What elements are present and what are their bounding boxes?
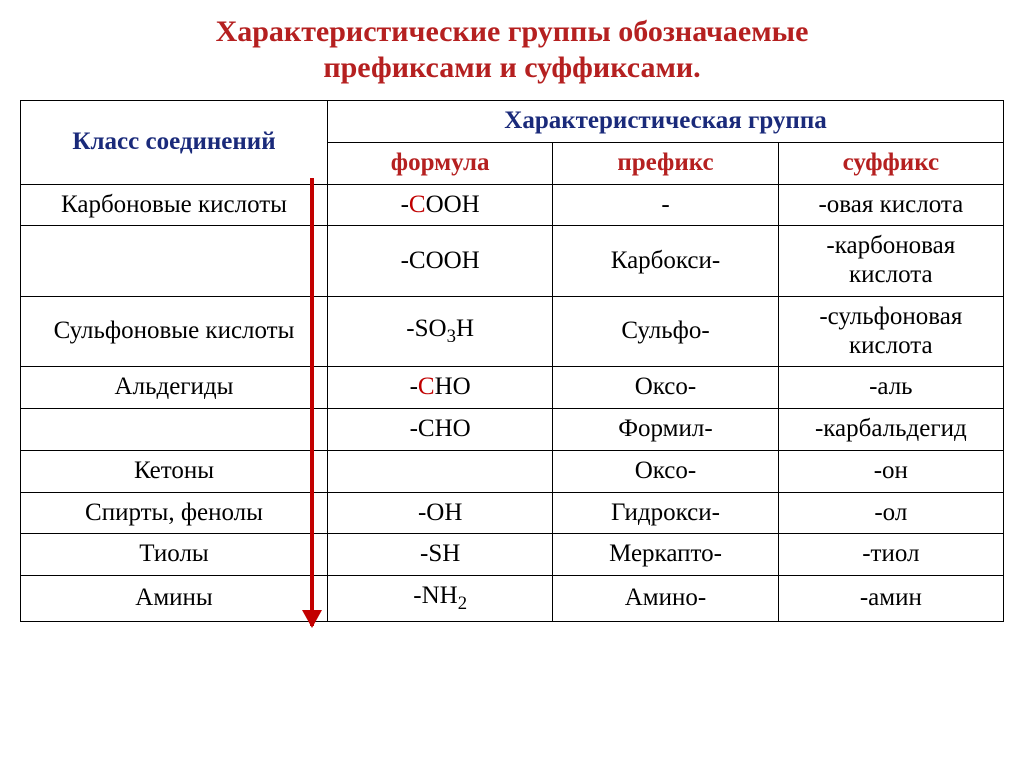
table-wrapper: Класс соединений Характеристическая груп… [20,100,1004,622]
table-row: Карбоновые кислоты -СООН - -овая кислота [21,184,1004,226]
cell-suffix: -карбоновая кислота [778,226,1003,297]
cell-prefix: Оксо- [553,450,778,492]
cell-class [21,409,328,451]
title-line-2: префиксами и суффиксами. [323,51,700,84]
table-row: Тиолы -SH Меркапто- -тиол [21,534,1004,576]
table-row: -СНО Формил- -карбальдегид [21,409,1004,451]
cell-formula: -SH [328,534,553,576]
cell-prefix: Амино- [553,576,778,622]
cell-formula: -СНО [328,409,553,451]
table-row: Спирты, фенолы -ОН Гидрокси- -ол [21,492,1004,534]
cell-class: Карбоновые кислоты [21,184,328,226]
cell-suffix: -карбальдегид [778,409,1003,451]
cell-formula: -СООН [328,184,553,226]
cell-formula: -ОН [328,492,553,534]
cell-class: Амины [21,576,328,622]
cell-prefix: Меркапто- [553,534,778,576]
functional-groups-table: Класс соединений Характеристическая груп… [20,100,1004,622]
cell-prefix: - [553,184,778,226]
cell-class [21,226,328,297]
header-suffix: суффикс [778,142,1003,184]
cell-formula: -СООН [328,226,553,297]
cell-prefix: Сульфо- [553,296,778,367]
cell-prefix: Гидрокси- [553,492,778,534]
table-row: Сульфоновые кислоты -SO3H Сульфо- -сульф… [21,296,1004,367]
cell-prefix: Формил- [553,409,778,451]
cell-suffix: -овая кислота [778,184,1003,226]
cell-prefix: Карбокси- [553,226,778,297]
cell-prefix: Оксо- [553,367,778,409]
cell-formula: -СНО [328,367,553,409]
header-formula: формула [328,142,553,184]
header-group: Характеристическая группа [328,101,1004,143]
table-row: -СООН Карбокси- -карбоновая кислота [21,226,1004,297]
header-prefix: префикс [553,142,778,184]
cell-class: Тиолы [21,534,328,576]
cell-class: Кетоны [21,450,328,492]
priority-arrow [310,178,314,626]
cell-formula: -NH2 [328,576,553,622]
table-row: Амины -NH2 Амино- -амин [21,576,1004,622]
page-title: Характеристические группы обозначаемые п… [20,14,1004,86]
cell-suffix: -тиол [778,534,1003,576]
cell-suffix: -аль [778,367,1003,409]
header-class: Класс соединений [21,101,328,185]
cell-suffix: -он [778,450,1003,492]
cell-class: Сульфоновые кислоты [21,296,328,367]
cell-class: Спирты, фенолы [21,492,328,534]
cell-class: Альдегиды [21,367,328,409]
header-row-1: Класс соединений Характеристическая груп… [21,101,1004,143]
table-row: Кетоны Оксо- -он [21,450,1004,492]
cell-formula [328,450,553,492]
table-row: Альдегиды -СНО Оксо- -аль [21,367,1004,409]
title-line-1: Характеристические группы обозначаемые [216,15,809,48]
cell-suffix: -сульфоновая кислота [778,296,1003,367]
cell-suffix: -амин [778,576,1003,622]
cell-formula: -SO3H [328,296,553,367]
cell-suffix: -ол [778,492,1003,534]
